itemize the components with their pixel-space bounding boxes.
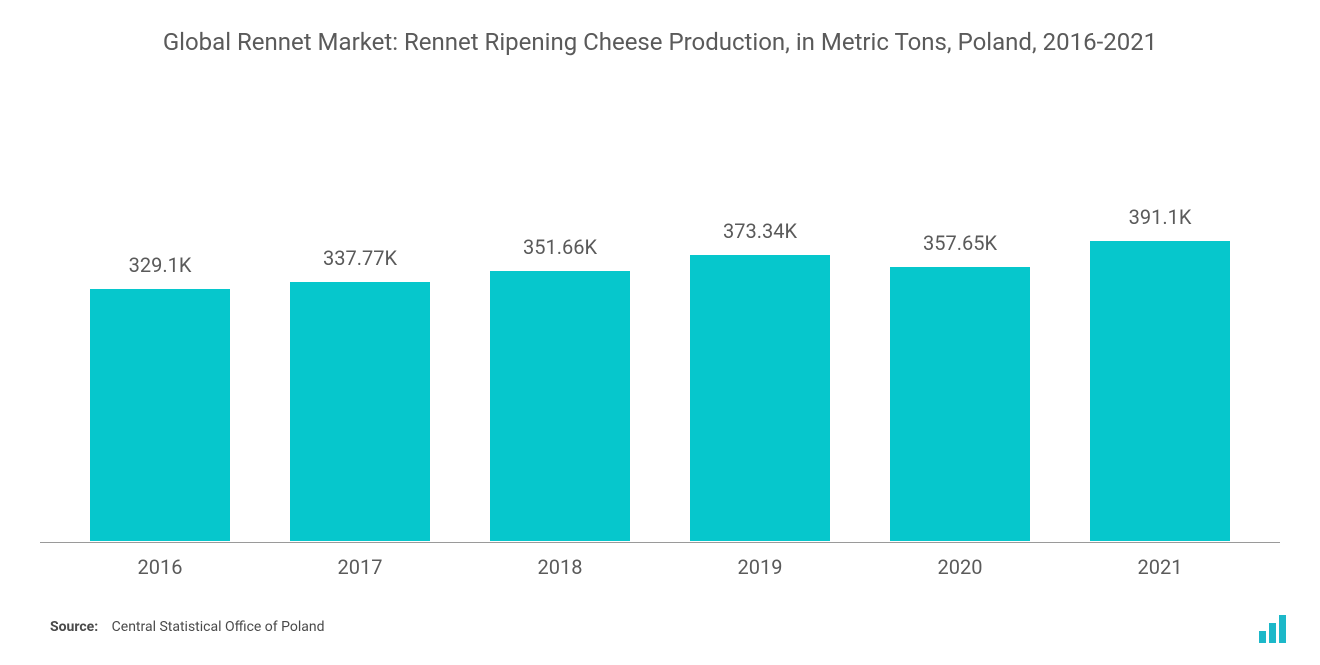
chart-title: Global Rennet Market: Rennet Ripening Ch… bbox=[40, 26, 1280, 58]
bar-value-label: 391.1K bbox=[1129, 205, 1192, 229]
bar-group: 329.1K bbox=[60, 128, 260, 541]
chart-container: Global Rennet Market: Rennet Ripening Ch… bbox=[0, 0, 1320, 665]
source-text: Central Statistical Office of Poland bbox=[112, 619, 325, 635]
x-tick-label: 2020 bbox=[860, 555, 1060, 579]
bar bbox=[890, 267, 1030, 541]
bar-value-label: 337.77K bbox=[323, 246, 397, 270]
bar-group: 351.66K bbox=[460, 128, 660, 541]
bar-group: 391.1K bbox=[1060, 128, 1260, 541]
bar-value-label: 357.65K bbox=[923, 231, 997, 255]
bar bbox=[490, 271, 630, 541]
x-tick-label: 2016 bbox=[60, 555, 260, 579]
bar bbox=[90, 289, 230, 541]
source-row: Source: Central Statistical Office of Po… bbox=[40, 579, 1280, 645]
brand-logo bbox=[1259, 615, 1290, 643]
x-tick-label: 2017 bbox=[260, 555, 460, 579]
bar-group: 357.65K bbox=[860, 128, 1060, 541]
bar-value-label: 373.34K bbox=[723, 219, 797, 243]
x-tick-label: 2019 bbox=[660, 555, 860, 579]
plot-area: 329.1K 337.77K 351.66K 373.34K 357.65K 391.1K bbox=[40, 68, 1280, 542]
bar-value-label: 329.1K bbox=[129, 253, 192, 277]
bar bbox=[690, 255, 830, 541]
logo-bars-icon bbox=[1259, 615, 1286, 643]
bar bbox=[290, 282, 430, 541]
x-axis: 201620172018201920202021 bbox=[40, 542, 1280, 579]
bar-group: 373.34K bbox=[660, 128, 860, 541]
bar-value-label: 351.66K bbox=[523, 235, 597, 259]
source-label: Source: bbox=[50, 619, 98, 635]
x-tick-label: 2021 bbox=[1060, 555, 1260, 579]
bar-group: 337.77K bbox=[260, 128, 460, 541]
x-tick-label: 2018 bbox=[460, 555, 660, 579]
bar bbox=[1090, 241, 1230, 541]
